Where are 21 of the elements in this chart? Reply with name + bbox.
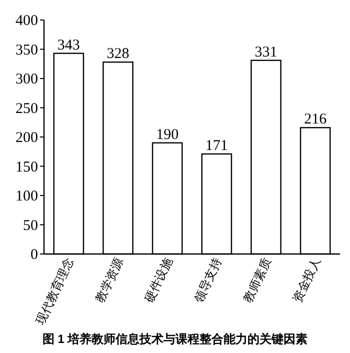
y-tick-label: 50 bbox=[23, 218, 38, 234]
x-tick-label: 教师素质 bbox=[240, 255, 274, 305]
y-tick-label: 250 bbox=[16, 100, 38, 117]
x-tick-label: 资金投人 bbox=[290, 255, 324, 305]
data-label: 171 bbox=[205, 138, 228, 154]
y-tick-label: 350 bbox=[16, 42, 38, 58]
text: 图 1 培养教师信息技术与课程整合能力的关键因素 bbox=[42, 332, 308, 346]
y-tick-label: 400 bbox=[16, 13, 38, 29]
data-label: 328 bbox=[106, 46, 130, 62]
data-label: 190 bbox=[156, 126, 179, 143]
y-tick-label: 300 bbox=[16, 72, 38, 88]
x-tick-label: 领导支持 bbox=[191, 255, 224, 305]
data-label: 331 bbox=[254, 44, 278, 60]
y-tick-label: 0 bbox=[30, 247, 38, 263]
y-tick-label: 200 bbox=[16, 130, 38, 146]
x-tick-label: 教学资源 bbox=[92, 255, 126, 305]
y-tick-label: 150 bbox=[16, 159, 38, 176]
data-label: 343 bbox=[57, 37, 80, 54]
data-label: 216 bbox=[304, 112, 328, 128]
x-tick-label: 硬件设施 bbox=[142, 255, 176, 305]
y-tick-label: 100 bbox=[16, 188, 38, 204]
